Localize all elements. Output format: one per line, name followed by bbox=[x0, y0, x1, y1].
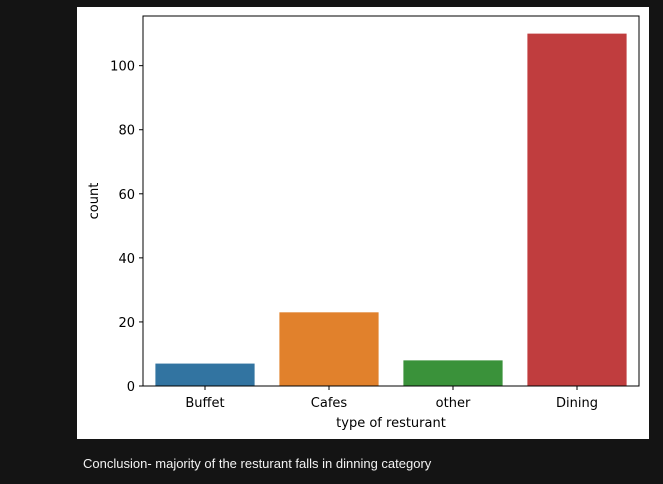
x-axis-title: type of resturant bbox=[336, 416, 446, 431]
chart-figure: 0 20 40 60 80 100 Buffet Cafes other Dining type… bbox=[77, 7, 649, 439]
x-tick-label-buffet: Buffet bbox=[185, 396, 224, 411]
bar-cafes bbox=[279, 312, 379, 386]
x-tick-label-cafes: Cafes bbox=[311, 396, 348, 411]
conclusion-caption: Conclusion- majority of the resturant fa… bbox=[83, 456, 432, 471]
y-tick-label: 80 bbox=[118, 124, 135, 139]
y-tick-label: 40 bbox=[118, 252, 135, 267]
bar-buffet bbox=[155, 363, 255, 386]
x-tick-label-dining: Dining bbox=[556, 396, 598, 411]
y-tick-label: 60 bbox=[118, 188, 135, 203]
y-tick-label: 100 bbox=[110, 60, 135, 75]
plot-area-frame bbox=[142, 15, 640, 387]
x-tick-label-other: other bbox=[436, 396, 471, 411]
y-axis-title: count bbox=[87, 183, 102, 220]
bar-other bbox=[403, 360, 503, 386]
y-tick-label: 0 bbox=[127, 380, 135, 395]
bar-dining bbox=[527, 33, 627, 386]
y-tick-label: 20 bbox=[118, 316, 135, 331]
bar-chart: 0 20 40 60 80 100 Buffet Cafes other Dining type… bbox=[87, 15, 640, 431]
